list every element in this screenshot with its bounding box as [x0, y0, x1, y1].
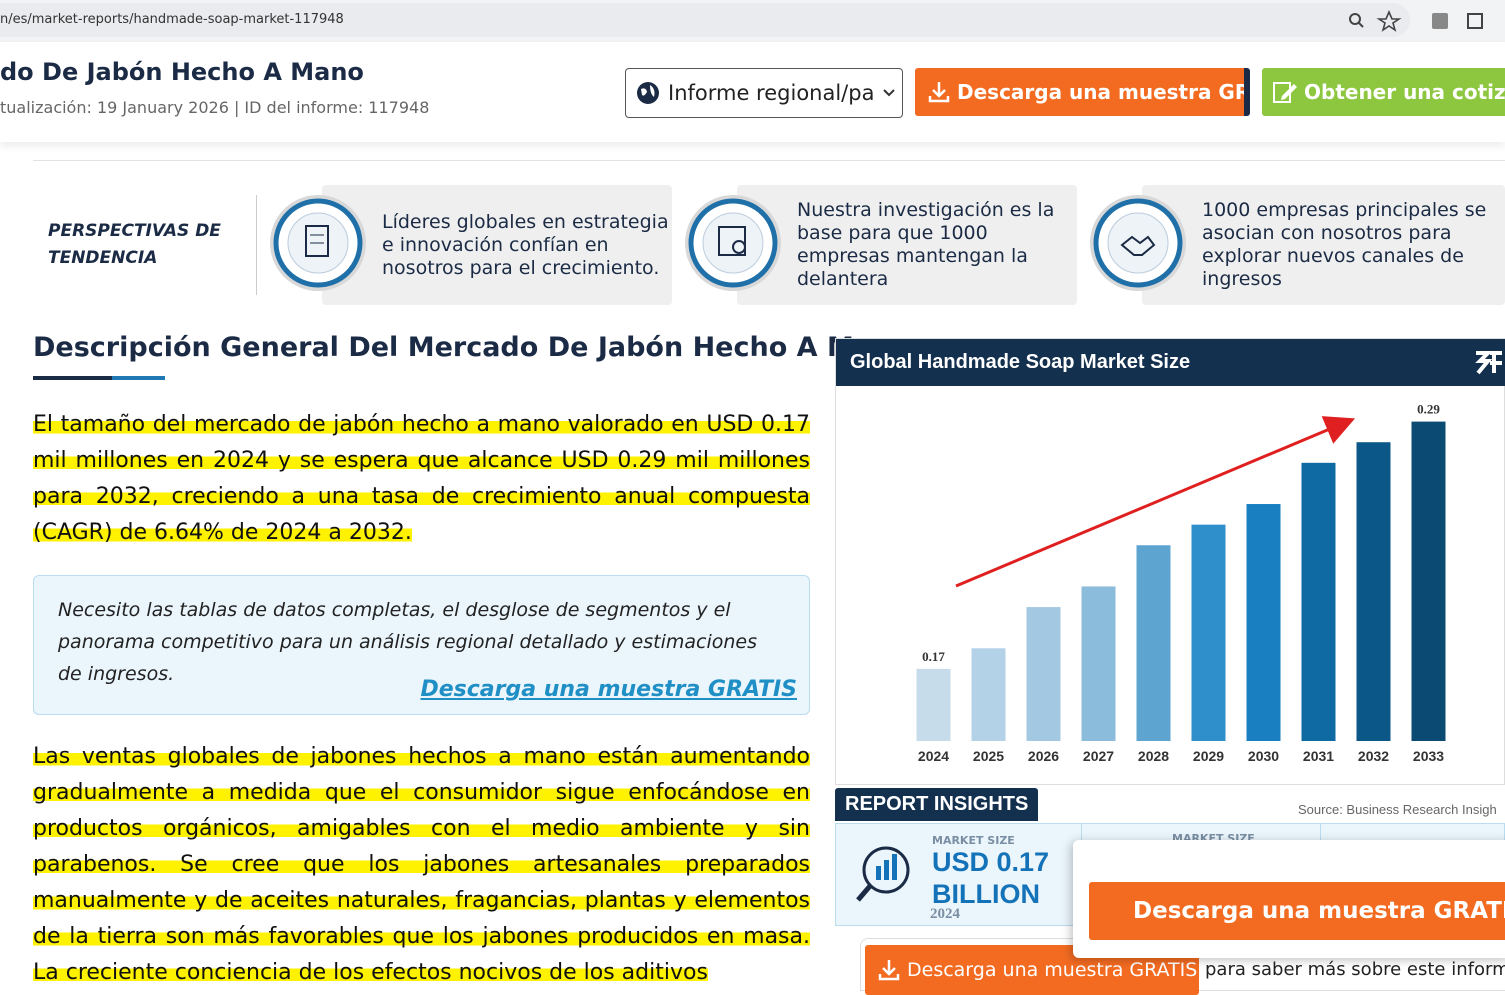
callout-text: Necesito las tablas de datos completas, …	[58, 599, 758, 685]
trend-icon	[270, 195, 366, 291]
x-tick-label: 2029	[1193, 748, 1224, 764]
trend-card: Líderes globales en estrategia e innovac…	[270, 185, 672, 305]
download-icon	[928, 82, 950, 103]
highlighted-text: El tamaño del mercado de jabón hecho a m…	[33, 412, 810, 545]
bar	[1191, 524, 1226, 741]
globe-icon	[637, 82, 659, 104]
chart-panel: Global Handmade Soap Market Size 2024 0.1…	[835, 338, 1505, 785]
bar	[1081, 586, 1116, 741]
trend-text: 1000 empresas principales se asocian con…	[1202, 199, 1487, 290]
paragraph: Las ventas globales de jabones hechos a …	[33, 739, 810, 991]
paragraph: El tamaño del mercado de jabón hecho a m…	[33, 407, 810, 551]
sticky-text: para saber más sobre este informe	[1205, 959, 1505, 980]
trend-card: 1000 empresas principales se asocian con…	[1090, 185, 1505, 305]
chart-source: Source: Business Research Insigh	[1298, 802, 1497, 817]
trend-icon	[1090, 195, 1186, 291]
heading-underline	[33, 376, 165, 380]
report-header: do De Jabón Hecho A Mano tualización: 19…	[0, 42, 1505, 142]
card-value: USD 0.17 BILLION	[932, 847, 1050, 909]
quote-button-label: Obtener una cotizac	[1304, 80, 1505, 104]
x-tick-label: 2027	[1083, 748, 1114, 764]
sample-button-label: Descarga una muestra GRAT	[957, 80, 1250, 104]
x-tick-label: 2030	[1248, 748, 1279, 764]
browser-toolbar: n/es/market-reports/handmade-soap-market…	[0, 0, 1505, 42]
value-label: 0.29	[1417, 402, 1440, 417]
value-label: 0.17	[922, 649, 945, 664]
bar	[1301, 462, 1336, 741]
x-tick-label: 2033	[1413, 748, 1444, 764]
popup-button[interactable]: Descarga una muestra GRATIS	[1089, 882, 1505, 940]
chart-icon	[856, 846, 910, 902]
region-select[interactable]: Informe regional/pa	[625, 68, 903, 118]
trend-card: Nuestra investigación es la base para qu…	[685, 185, 1077, 305]
bar	[1026, 607, 1061, 741]
region-select-label: Informe regional/pa	[668, 81, 875, 105]
url-field[interactable]: n/es/market-reports/handmade-soap-market…	[0, 3, 1410, 37]
trend-icon	[685, 195, 781, 291]
section-heading: Descripción General Del Mercado De Jabón…	[33, 332, 910, 363]
card-caption: MARKET SIZE	[932, 834, 1015, 847]
sample-button[interactable]: Descarga una muestra GRAT	[915, 68, 1250, 116]
chart-title: Global Handmade Soap Market Size	[836, 339, 1505, 386]
bar	[971, 648, 1006, 741]
trend-text: Nuestra investigación es la base para qu…	[797, 199, 1055, 290]
insights-label: REPORT INSIGHTS	[835, 788, 1039, 821]
divider	[33, 160, 1505, 161]
callout-link[interactable]: Descarga una muestra GRATIS	[420, 677, 797, 702]
x-tick-label: 2032	[1358, 748, 1389, 764]
x-tick-label: 2026	[1028, 748, 1059, 764]
bar	[1246, 504, 1281, 741]
separator	[256, 195, 257, 295]
card-year: 2024	[930, 906, 960, 922]
quote-button[interactable]: Obtener una cotizac	[1262, 68, 1505, 116]
trends-label: PERSPECTIVAS DE TENDENCIA	[48, 221, 221, 268]
bar	[916, 668, 951, 741]
chevron	[883, 89, 895, 97]
x-tick-label: 2025	[973, 748, 1004, 764]
trend-arrow	[955, 416, 1356, 588]
bar	[1356, 442, 1391, 741]
callout: Necesito las tablas de datos completas, …	[33, 575, 810, 715]
x-tick-label: 2024	[918, 748, 949, 764]
chart: 2024 0.17 2025 2026 2027 2028 2029 2030 2031 2032…	[916, 402, 1446, 764]
popup: Descarga una muestra GRATIS	[1073, 840, 1505, 958]
x-tick-label: 2028	[1138, 748, 1169, 764]
download-icon	[878, 960, 900, 981]
report-title: do De Jabón Hecho A Mano	[0, 58, 364, 86]
bar	[1411, 421, 1446, 741]
bar	[1136, 545, 1171, 741]
edit-icon	[1273, 82, 1297, 103]
toolbar-icons	[1349, 10, 1483, 32]
x-tick-label: 2031	[1303, 748, 1334, 764]
sample-button-label: Descarga una muestra GRATIS	[907, 959, 1198, 981]
highlighted-text: Las ventas globales de jabones hechos a …	[33, 744, 810, 985]
report-meta: tualización: 19 January 2026 | ID del in…	[0, 98, 430, 117]
logo	[1475, 351, 1502, 375]
trend-text: Líderes globales en estrategia e innovac…	[382, 210, 669, 279]
